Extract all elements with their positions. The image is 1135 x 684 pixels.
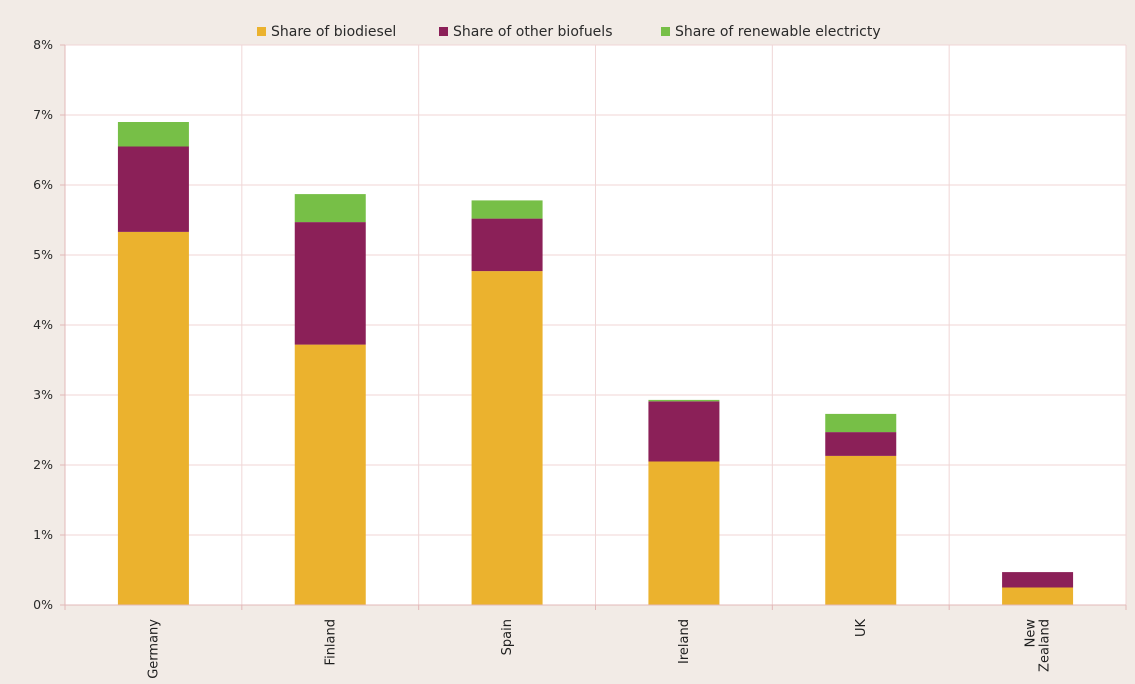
bar-segment [294, 194, 366, 223]
y-tick-label: 8% [33, 37, 53, 52]
bar-segment [648, 399, 720, 402]
x-category-label: Germany [146, 619, 161, 679]
legend-swatch [439, 27, 448, 36]
x-category-label-line: Zealand [1038, 619, 1053, 672]
y-tick-label: 5% [33, 247, 53, 262]
bar-segment [825, 413, 897, 433]
axes: 0% 1% 2% 3% 4% 5% 6% 7% 8% Germany Finland Spain Ire… [33, 37, 1127, 679]
x-category-label: NewZealand [1024, 619, 1053, 672]
x-category-label: UK [854, 619, 869, 638]
x-category-label-line: UK [854, 619, 869, 638]
bar-segment [1002, 572, 1074, 588]
bar-segment [294, 344, 366, 605]
bar-segment [825, 455, 897, 605]
legend-label: Share of other biofuels [453, 24, 612, 40]
x-category-label: Spain [500, 619, 515, 655]
x-category-label: Finland [323, 619, 338, 665]
y-tick-label: 6% [33, 177, 53, 192]
legend-swatch [257, 27, 266, 36]
y-tick-label: 4% [33, 317, 53, 332]
y-tick-label: 3% [33, 387, 53, 402]
y-tick-label: 1% [33, 527, 53, 542]
bar-segment [294, 222, 366, 345]
x-category-label-line: Finland [323, 619, 338, 665]
bar-segment [117, 146, 189, 232]
y-tick-label: 0% [33, 597, 53, 612]
legend-swatch [661, 27, 670, 36]
bars [117, 122, 1074, 605]
bar-segment [471, 200, 543, 219]
legend-label: Share of renewable electricty [675, 24, 881, 40]
x-category-label-line: New [1024, 619, 1039, 648]
bar-segment [471, 218, 543, 272]
bar-segment [471, 271, 543, 605]
gridlines [65, 44, 1127, 606]
x-category-label-line: Ireland [677, 619, 692, 664]
bar-segment [648, 461, 720, 605]
legend: Share of biodiesel Share of other biofuel… [257, 24, 881, 40]
bar-segment [1002, 587, 1074, 605]
y-tick-label: 2% [33, 457, 53, 472]
x-category-label: Ireland [677, 619, 692, 664]
x-category-label-line: Spain [500, 619, 515, 655]
legend-label: Share of biodiesel [271, 24, 396, 40]
bar-segment [648, 401, 720, 462]
bar-segment [117, 231, 189, 605]
bar-segment [825, 432, 897, 456]
y-tick-label: 7% [33, 107, 53, 122]
x-category-label-line: Germany [146, 619, 161, 679]
bar-segment [117, 122, 189, 147]
